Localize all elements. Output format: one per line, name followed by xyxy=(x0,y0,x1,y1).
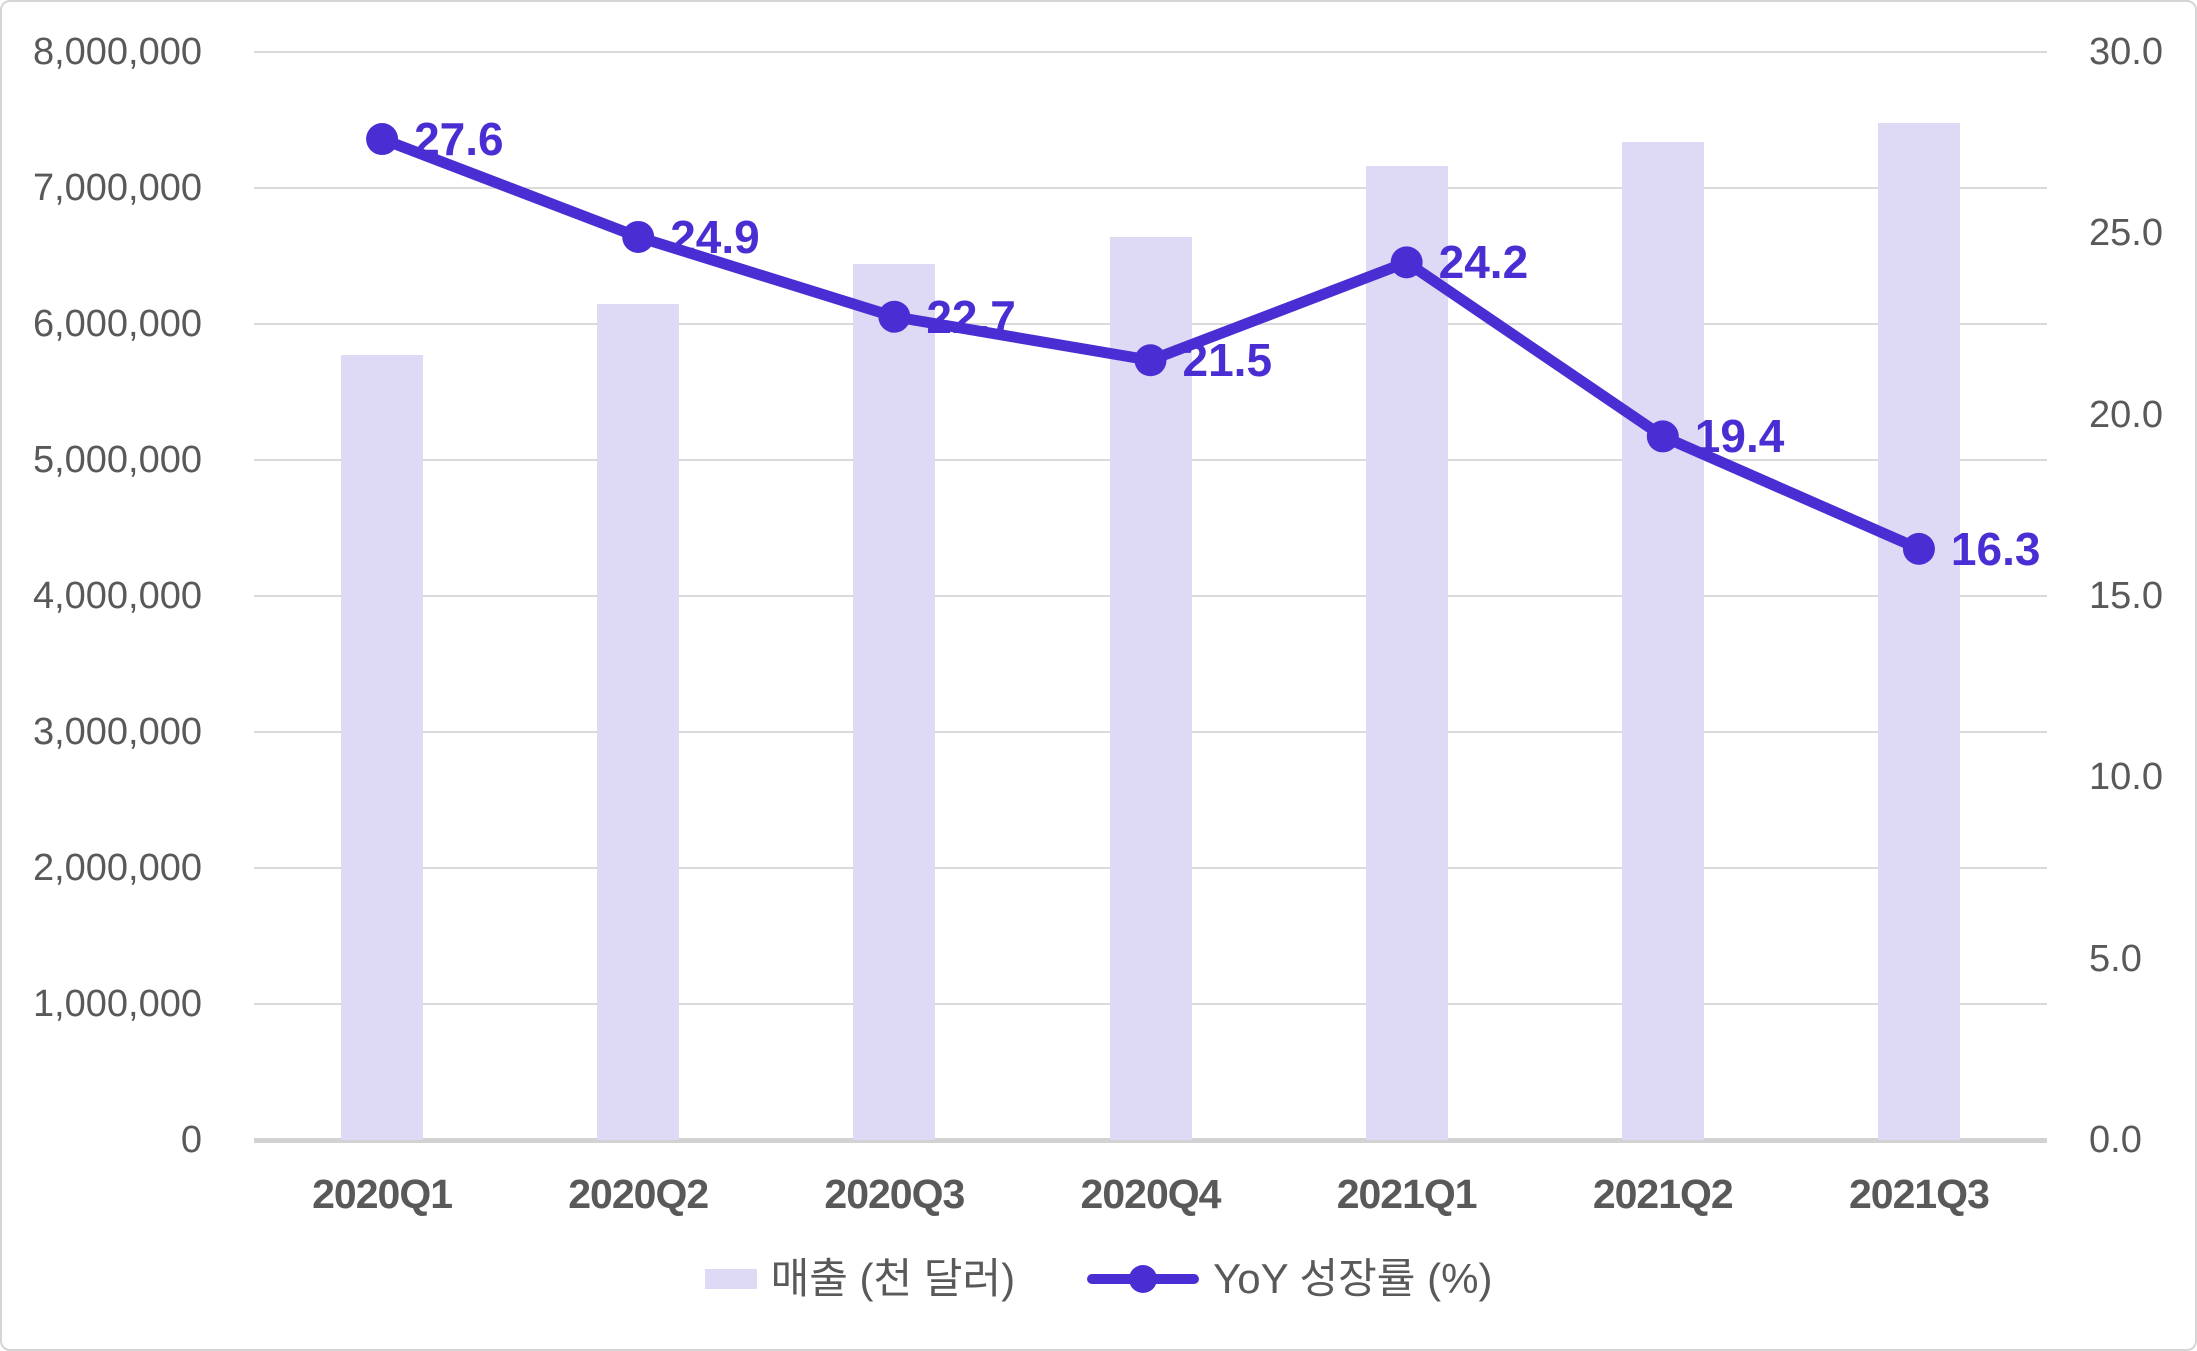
legend: 매출 (천 달러) YoY 성장률 (%) xyxy=(2,1258,2195,1300)
revenue-bar-2020Q2 xyxy=(597,303,680,1140)
growth-line-swatch-marker xyxy=(1129,1265,1158,1293)
left-axis-tick: 5,000,000 xyxy=(32,439,202,481)
x-axis-baseline xyxy=(254,1138,2047,1143)
growth-data-label-2020Q1: 27.6 xyxy=(414,113,504,166)
x-axis-label-2021Q1: 2021Q1 xyxy=(1336,1171,1478,1217)
growth-marker-2021Q2 xyxy=(1646,420,1679,453)
right-axis-tick: 5.0 xyxy=(2089,937,2142,980)
revenue-legend-label: 매출 (천 달러) xyxy=(770,1255,1016,1302)
left-axis-tick: 8,000,000 xyxy=(32,31,202,73)
x-axis-label-2020Q3: 2020Q3 xyxy=(824,1171,965,1217)
growth-legend-label: YoY 성장률 (%) xyxy=(1213,1255,1493,1302)
plot-area xyxy=(254,51,2047,1143)
left-axis-tick: 3,000,000 xyxy=(32,711,202,753)
growth-data-label-2021Q1: 24.2 xyxy=(1438,236,1529,289)
growth-data-label-2020Q2: 24.9 xyxy=(670,210,760,263)
growth-data-label-2020Q3: 22.7 xyxy=(926,290,1016,343)
growth-marker-2020Q3 xyxy=(878,300,911,333)
legend-item-growth: YoY 성장률 (%) xyxy=(1087,1258,1492,1300)
x-axis-label-2020Q2: 2020Q2 xyxy=(568,1171,709,1217)
revenue-bar-2020Q3 xyxy=(853,264,936,1140)
right-axis-tick: 25.0 xyxy=(2089,212,2163,255)
legend-item-revenue: 매출 (천 달러) xyxy=(704,1255,1016,1302)
revenue-bar-2021Q1 xyxy=(1365,166,1448,1140)
growth-data-label-2021Q2: 19.4 xyxy=(1694,410,1785,463)
gridline xyxy=(254,187,2047,189)
left-axis-tick: 1,000,000 xyxy=(32,983,202,1025)
right-axis-tick: 20.0 xyxy=(2089,393,2163,436)
right-axis-tick: 30.0 xyxy=(2089,31,2163,73)
left-axis-tick: 0 xyxy=(180,1119,202,1161)
revenue-bar-2020Q4 xyxy=(1109,236,1192,1140)
x-axis-label-2020Q4: 2020Q4 xyxy=(1080,1171,1222,1217)
left-axis-tick: 7,000,000 xyxy=(32,167,202,209)
x-axis-label-2021Q3: 2021Q3 xyxy=(1848,1171,1990,1217)
left-axis-tick: 4,000,000 xyxy=(32,575,202,617)
growth-data-label-2021Q3: 16.3 xyxy=(1950,522,2041,575)
revenue-bar-2021Q3 xyxy=(1877,122,1960,1140)
revenue-bar-2020Q1 xyxy=(341,355,424,1140)
growth-marker-2021Q1 xyxy=(1390,246,1423,279)
x-axis-label-2021Q2: 2021Q2 xyxy=(1592,1171,1734,1217)
revenue-bar-swatch xyxy=(704,1269,757,1289)
growth-line-swatch xyxy=(1087,1264,1200,1294)
growth-line xyxy=(376,133,1925,555)
right-axis-tick: 0.0 xyxy=(2089,1119,2142,1161)
growth-marker-2020Q4 xyxy=(1134,344,1167,377)
gridline xyxy=(254,51,2047,53)
growth-data-label-2020Q4: 21.5 xyxy=(1182,334,1273,387)
left-axis-tick: 2,000,000 xyxy=(32,847,202,889)
growth-line-layer xyxy=(366,123,1935,565)
x-axis-label-2020Q1: 2020Q1 xyxy=(312,1171,453,1217)
growth-marker-2021Q3 xyxy=(1902,532,1935,565)
revenue-bar-2021Q2 xyxy=(1621,141,1704,1140)
right-axis-tick: 15.0 xyxy=(2089,575,2163,617)
right-axis-tick: 10.0 xyxy=(2089,756,2163,799)
growth-marker-2020Q1 xyxy=(366,123,399,156)
left-axis-tick: 6,000,000 xyxy=(32,303,202,345)
growth-marker-2020Q2 xyxy=(622,220,655,253)
